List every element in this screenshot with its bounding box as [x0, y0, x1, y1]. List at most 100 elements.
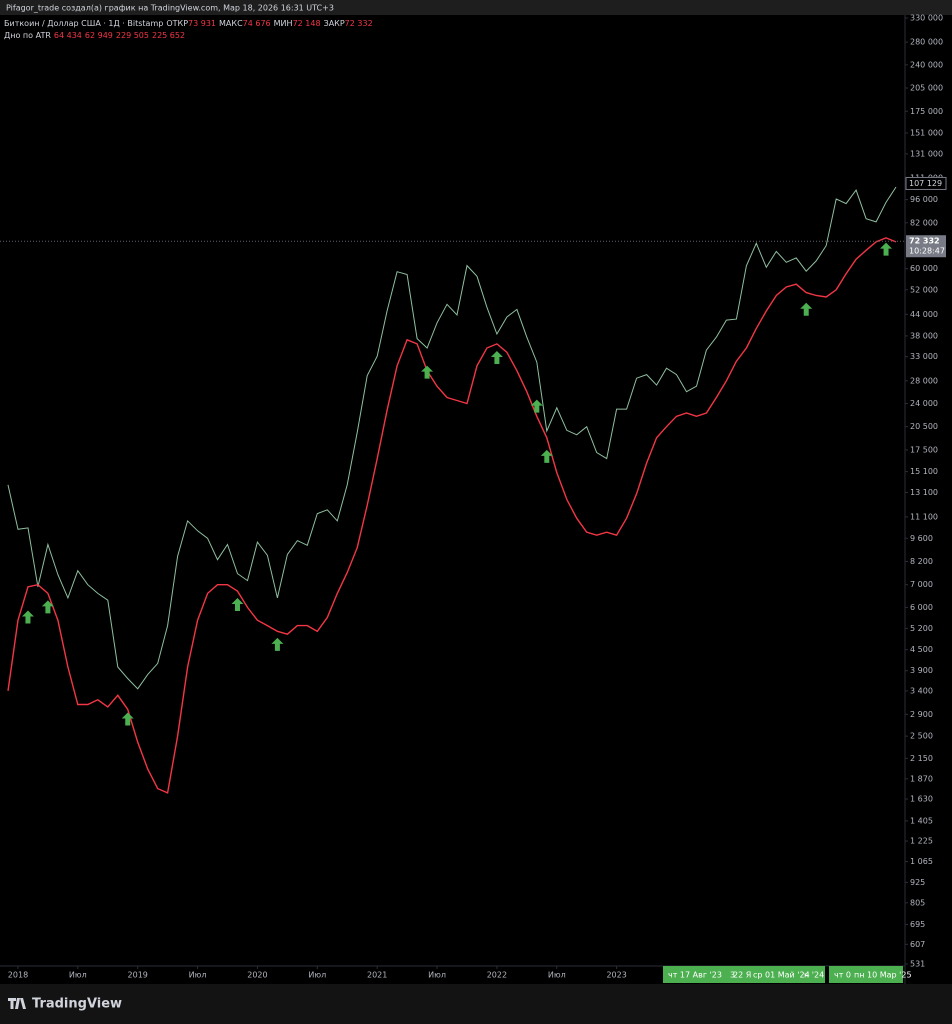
y-tick-label: 52 000: [910, 285, 938, 294]
y-tick-label: 82 000: [910, 218, 938, 227]
logo-text: TradingView: [32, 997, 122, 1012]
x-tick-label: 2020: [247, 971, 267, 980]
y-tick-label: 925: [910, 878, 925, 887]
x-tick-label: 2019: [128, 971, 148, 980]
x-tick-label: Июл: [548, 971, 566, 980]
y-tick-label: 33 000: [910, 352, 938, 361]
y-tick-label: 6 000: [910, 603, 933, 612]
signal-arrow: [490, 350, 503, 364]
y-tick-label: 151 000: [910, 128, 943, 137]
signal-arrow: [231, 597, 244, 611]
atr-line: [7, 237, 897, 794]
x-tick-label: Июл: [189, 971, 207, 980]
time-highlight-label: чт 17 Авг '23: [668, 971, 722, 980]
y-tick-label: 1 065: [910, 857, 933, 866]
indicator-value: 229 505: [115, 31, 149, 40]
ohlc-value: 74 676: [242, 19, 271, 28]
price-label: 107 129: [909, 179, 942, 188]
time-highlight-label: пн 10 Мар '25: [854, 971, 912, 980]
y-tick-label: 13 100: [910, 488, 938, 497]
signal-arrow: [530, 399, 543, 413]
credit: Pifagor_trade создал(а) график на Tradin…: [6, 4, 334, 13]
time-highlight-label: н '24: [804, 971, 824, 980]
signal-arrow: [880, 242, 893, 256]
top-bar: [0, 0, 952, 15]
footer-bar: [0, 984, 952, 1024]
y-tick-label: 607: [910, 940, 925, 949]
logo-mark: [8, 998, 26, 1009]
signal-arrow: [21, 610, 34, 624]
signal-arrow: [421, 365, 434, 379]
y-tick-label: 805: [910, 898, 925, 907]
signal-arrow: [271, 637, 284, 651]
y-tick-label: 11 100: [910, 512, 938, 521]
legend-indicator: Дно по ATR 64 434 62 949 229 505 225 652: [4, 31, 191, 40]
ohlc-label: ОТКР: [166, 19, 189, 28]
y-tick-label: 1 405: [910, 816, 933, 825]
y-tick-label: 24 000: [910, 399, 938, 408]
y-tick-label: 240 000: [910, 60, 943, 69]
time-highlight-label: чт 0: [834, 971, 851, 980]
y-tick-label: 2 900: [910, 710, 933, 719]
legend-symbol: Биткоин / Доллар США · 1Д · Bitstamp ОТКР…: [4, 19, 379, 28]
y-tick-label: 2 150: [910, 754, 933, 763]
x-tick-label: Июл: [69, 971, 87, 980]
y-tick-label: 96 000: [910, 195, 938, 204]
indicator-value: 225 652: [151, 31, 186, 40]
x-tick-label: 2023: [606, 971, 626, 980]
y-tick-label: 531: [910, 960, 925, 969]
price-label-box: [905, 176, 947, 190]
price-label: 72 332: [909, 237, 940, 246]
indicator-name: Дно по ATR: [4, 31, 51, 40]
y-tick-label: 3 400: [910, 686, 933, 695]
y-tick-label: 4 500: [910, 645, 933, 654]
price-label-box: [906, 235, 946, 258]
y-tick-label: 1 870: [910, 774, 933, 783]
y-tick-label: 330 000: [910, 14, 943, 23]
ohlc-value: 72 332: [344, 19, 373, 28]
time-highlight: [829, 966, 903, 983]
ohlc-label: ЗАКР: [323, 19, 345, 28]
symbol: Биткоин / Доллар США · 1Д · Bitstamp: [4, 19, 164, 28]
logo: TradingView: [8, 997, 122, 1012]
time-highlight-label: 22 Я: [733, 971, 751, 980]
y-tick-label: 7 000: [910, 580, 933, 589]
y-tick-label: 131 000: [910, 149, 943, 158]
y-tick-label: 175 000: [910, 107, 943, 116]
y-tick-label: 280 000: [910, 38, 943, 47]
signal-arrow: [800, 302, 813, 316]
y-tick-label: 60 000: [910, 264, 938, 273]
signal-arrow: [540, 449, 553, 463]
x-tick-label: 2021: [367, 971, 387, 980]
time-highlight-label: ср 01 Май '24: [753, 971, 810, 980]
signal-arrow: [121, 712, 134, 726]
ohlc-value: 73 931: [188, 19, 217, 28]
y-tick-label: 3 900: [910, 666, 933, 675]
y-tick-label: 8 200: [910, 557, 933, 566]
y-tick-label: 15 100: [910, 467, 938, 476]
y-tick-label: 44 000: [910, 310, 938, 319]
y-tick-label: 1 630: [910, 795, 933, 804]
y-tick-label: 1 225: [910, 837, 933, 846]
y-tick-label: 695: [910, 920, 925, 929]
x-tick-label: 2018: [8, 971, 28, 980]
x-tick-label: 2022: [487, 971, 507, 980]
y-tick-label: 9 600: [910, 534, 933, 543]
y-tick-label: 17 500: [910, 445, 938, 454]
price-countdown: 10:28:47: [909, 247, 945, 256]
x-tick-label: Июл: [428, 971, 446, 980]
indicator-value: 62 949: [84, 31, 113, 40]
y-tick-label: 2 500: [910, 732, 933, 741]
ohlc-label: МАКС: [219, 19, 243, 28]
y-tick-label: 20 500: [910, 422, 938, 431]
indicator-value: 64 434: [53, 31, 82, 40]
y-tick-label: 205 000: [910, 84, 943, 93]
y-tick-label: 28 000: [910, 376, 938, 385]
y-tick-label: 38 000: [910, 331, 938, 340]
signal-arrow: [41, 600, 54, 614]
ohlc-value: 72 148: [292, 19, 321, 28]
x-tick-label: Июл: [308, 971, 326, 980]
ohlc-label: МИН: [273, 19, 293, 28]
time-highlight: [663, 966, 825, 983]
